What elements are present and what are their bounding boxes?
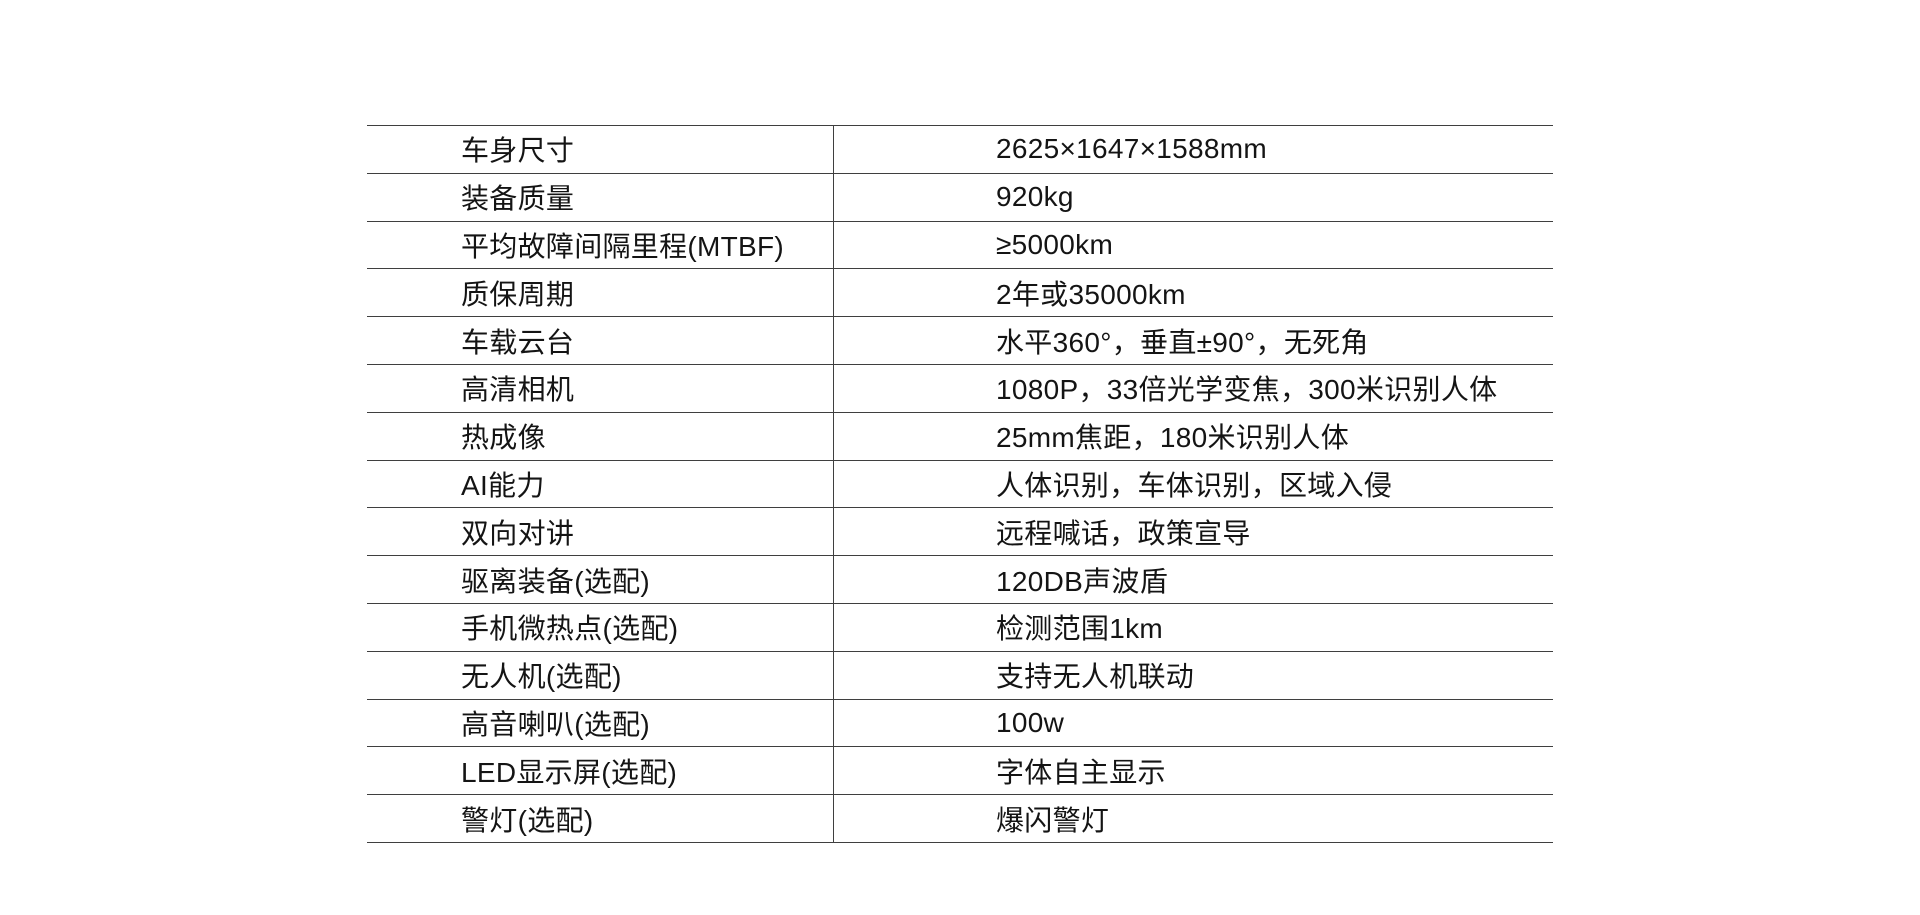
spec-label: 质保周期 (367, 269, 834, 317)
table-row: 双向对讲 远程喊话，政策宣导 (367, 508, 1553, 557)
table-row: 无人机(选配) 支持无人机联动 (367, 651, 1553, 700)
spec-value: 1080P，33倍光学变焦，300米识别人体 (996, 374, 1498, 406)
spec-value: 25mm焦距，180米识别人体 (996, 422, 1350, 454)
spec-value: 920kg (996, 181, 1074, 213)
spec-label: 平均故障间隔里程(MTBF) (367, 221, 834, 269)
table-row: 高清相机 1080P，33倍光学变焦，300米识别人体 (367, 364, 1553, 413)
table-row: 车身尺寸 2625×1647×1588mm (367, 126, 1553, 174)
spec-label: 手机微热点(选配) (367, 603, 834, 651)
spec-label: 双向对讲 (367, 508, 834, 556)
spec-label: 高清相机 (367, 364, 834, 412)
table-row: 质保周期 2年或35000km (367, 269, 1553, 318)
spec-label: 无人机(选配) (367, 651, 834, 699)
spec-label: LED显示屏(选配) (367, 747, 834, 795)
table-row: 装备质量 920kg (367, 173, 1553, 222)
table-row: 平均故障间隔里程(MTBF) ≥5000km (367, 221, 1553, 270)
spec-label: 警灯(选配) (367, 795, 834, 842)
spec-label: 热成像 (367, 412, 834, 460)
table-row: AI能力 人体识别，车体识别，区域入侵 (367, 460, 1553, 509)
spec-value: 水平360°，垂直±90°，无死角 (996, 326, 1369, 358)
specification-table: 车身尺寸 2625×1647×1588mm 装备质量 920kg 平均故障间隔里… (367, 125, 1553, 843)
table-row: 手机微热点(选配) 检测范围1km (367, 603, 1553, 652)
table-row: 高音喇叭(选配) 100w (367, 699, 1553, 748)
spec-value: 120DB声波盾 (996, 565, 1169, 597)
spec-label: 车身尺寸 (367, 126, 834, 173)
table-row: 警灯(选配) 爆闪警灯 (367, 795, 1553, 843)
spec-value: 字体自主显示 (996, 756, 1166, 788)
spec-value: 支持无人机联动 (996, 661, 1195, 693)
spec-label: 驱离装备(选配) (367, 556, 834, 603)
spec-value: 2年或35000km (996, 278, 1186, 310)
spec-value: 爆闪警灯 (996, 804, 1110, 836)
table-row: LED显示屏(选配) 字体自主显示 (367, 747, 1553, 796)
spec-label: 车载云台 (367, 317, 834, 364)
spec-value: 100w (996, 706, 1065, 738)
table-row: 车载云台 水平360°，垂直±90°，无死角 (367, 317, 1553, 365)
spec-label: 高音喇叭(选配) (367, 699, 834, 747)
table-row: 热成像 25mm焦距，180米识别人体 (367, 412, 1553, 461)
spec-value: 2625×1647×1588mm (996, 133, 1268, 165)
spec-value: 检测范围1km (996, 613, 1163, 645)
table-row: 驱离装备(选配) 120DB声波盾 (367, 556, 1553, 604)
spec-label: 装备质量 (367, 173, 834, 221)
spec-value: 远程喊话，政策宣导 (996, 517, 1251, 549)
spec-value: ≥5000km (996, 228, 1114, 260)
spec-value: 人体识别，车体识别，区域入侵 (996, 469, 1393, 501)
spec-label: AI能力 (367, 460, 834, 508)
